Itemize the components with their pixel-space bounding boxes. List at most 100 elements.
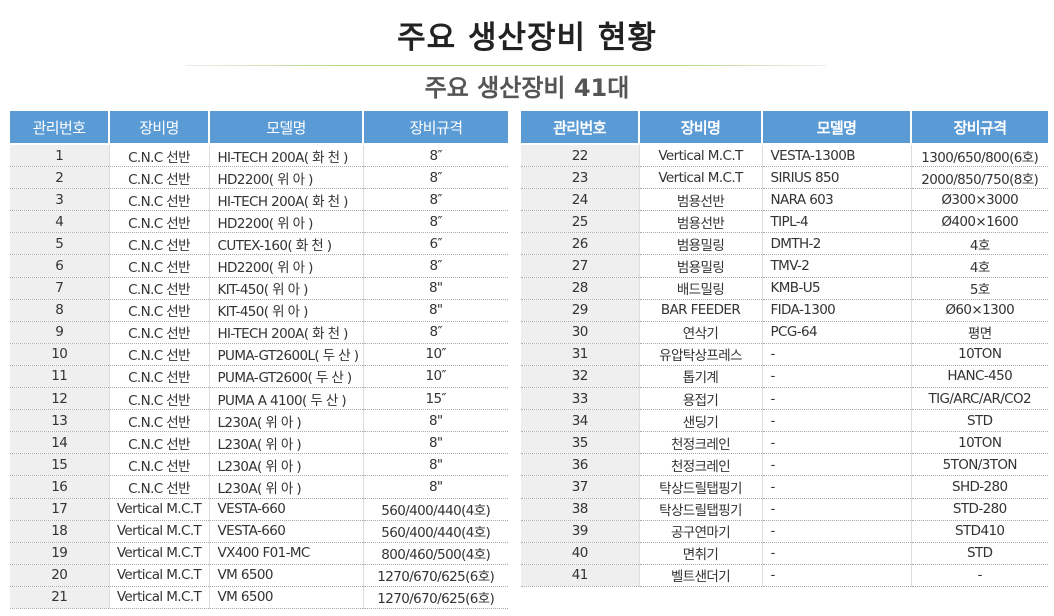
id-cell: 1 <box>10 145 109 168</box>
table-row: 10 C.N.C 선반 PUMA-GT2600L( 두 산 ) 10″ <box>10 343 508 366</box>
model-cell: HD2200( 위 아 ) <box>208 210 363 234</box>
id-cell: 36 <box>521 453 639 477</box>
equipment-table-left: 관리번호 장비명 모델명 장비규격 1 C.N.C 선반 HI-TECH 200A( 화 … <box>10 111 508 609</box>
equipment-name-cell: 벨트샌더기 <box>638 564 762 587</box>
model-cell: L230A( 위 아 ) <box>208 431 363 455</box>
equipment-name-cell: 공구연마기 <box>638 520 762 543</box>
model-cell: VESTA-660 <box>208 520 363 543</box>
spec-cell: 1300/650/800(6호) <box>910 145 1048 168</box>
model-cell: - <box>761 498 911 521</box>
spec-cell: 8" <box>362 431 508 455</box>
spec-cell: 15″ <box>362 387 508 411</box>
equipment-name-cell: 톱기계 <box>638 365 762 389</box>
model-cell: L230A( 위 아 ) <box>208 409 363 433</box>
spec-cell: 10TON <box>910 431 1048 455</box>
id-cell: 11 <box>10 365 109 389</box>
model-cell: - <box>761 343 911 366</box>
table-row: 34 샌딩기 - STD <box>521 409 1048 433</box>
id-cell: 19 <box>10 542 109 565</box>
id-cell: 23 <box>521 166 639 190</box>
equipment-name-cell: C.N.C 선반 <box>108 409 209 433</box>
equipment-name-cell: C.N.C 선반 <box>108 453 209 477</box>
spec-cell: 10″ <box>362 365 508 389</box>
id-cell: 34 <box>521 409 639 433</box>
table-row: 35 천정크레인 -10TON <box>521 431 1048 455</box>
equipment-name-cell: C.N.C 선반 <box>108 166 209 190</box>
table-row: 2 C.N.C 선반 HD2200( 위 아 ) 8″ <box>10 166 508 190</box>
spec-cell: 6″ <box>362 232 508 256</box>
equipment-name-cell: BAR FEEDER <box>638 299 762 322</box>
id-cell: 4 <box>10 210 109 234</box>
header-spec: 장비규격 <box>910 111 1048 143</box>
spec-cell: 4호 <box>910 232 1048 256</box>
equipment-name-cell: 탁상드릴탭핑기 <box>638 475 762 499</box>
table-row: 13 C.N.C 선반 L230A( 위 아 ) 8" <box>10 409 508 433</box>
model-cell: - <box>761 409 911 433</box>
id-cell: 26 <box>521 232 639 256</box>
equipment-name-cell: C.N.C 선반 <box>108 210 209 234</box>
spec-cell: 10″ <box>362 343 508 366</box>
equipment-table-right: 관리번호 장비명 모델명 장비규격 22 Vertical M.C.T VESTA-130… <box>521 111 1048 587</box>
model-cell: TIPL-4 <box>761 210 911 234</box>
equipment-name-cell: C.N.C 선반 <box>108 232 209 256</box>
equipment-name-cell: C.N.C 선반 <box>108 321 209 344</box>
model-cell: - <box>761 431 911 455</box>
id-cell: 12 <box>10 387 109 411</box>
model-cell: - <box>761 453 911 477</box>
model-cell: PUMA A 4100( 두 산 ) <box>208 387 363 411</box>
spec-cell: 1270/670/625(6호) <box>362 586 508 609</box>
header-equipment-name: 장비명 <box>638 111 762 143</box>
spec-cell: 4호 <box>910 254 1048 278</box>
model-cell: CUTEX-160( 화 천 ) <box>208 232 363 256</box>
header-id: 관리번호 <box>10 111 109 143</box>
spec-cell: 560/400/440(4호) <box>362 520 508 543</box>
header-equipment-name: 장비명 <box>108 111 209 143</box>
table-row: 20 Vertical M.C.T VM 6500 1270/670/625(6호) <box>10 564 508 587</box>
spec-cell: 8″ <box>362 188 508 212</box>
equipment-name-cell: C.N.C 선반 <box>108 188 209 212</box>
table-row: 31 유압탁상프레스 -10TON <box>521 343 1048 366</box>
equipment-name-cell: 범용밀링 <box>638 254 762 278</box>
model-cell: - <box>761 520 911 543</box>
table-row: 22 Vertical M.C.T VESTA-1300B 1300/650/800(… <box>521 145 1048 168</box>
model-cell: L230A( 위 아 ) <box>208 453 363 477</box>
model-cell: FIDA-1300 <box>761 299 911 322</box>
table-row: 29 BAR FEEDER FIDA-1300 Ø60×1300 <box>521 299 1048 322</box>
model-cell: - <box>761 564 911 587</box>
spec-cell: 8" <box>362 409 508 433</box>
table-row: 18 Vertical M.C.T VESTA-660 560/400/440(4호) <box>10 520 508 543</box>
model-cell: HI-TECH 200A( 화 천 ) <box>208 321 363 344</box>
table-row: 32 톱기계 - HANC-450 <box>521 365 1048 389</box>
table-row: 27 범용밀링 TMV-2 4호 <box>521 254 1048 278</box>
id-cell: 32 <box>521 365 639 389</box>
id-cell: 2 <box>10 166 109 190</box>
spec-cell: STD-280 <box>910 498 1048 521</box>
title-divider <box>186 65 826 66</box>
model-cell: DMTH-2 <box>761 232 911 256</box>
spec-cell: 5호 <box>910 277 1048 300</box>
table-row: 5 C.N.C 선반 CUTEX-160( 화 천 ) 6″ <box>10 232 508 256</box>
id-cell: 8 <box>10 299 109 322</box>
id-cell: 7 <box>10 277 109 300</box>
id-cell: 38 <box>521 498 639 521</box>
table-row: 28 배드밀링 KMB-U5 5호 <box>521 277 1048 300</box>
equipment-name-cell: 면취기 <box>638 542 762 565</box>
spec-cell: 8" <box>362 453 508 477</box>
table-row: 30 연삭기 PCG-64 평면 <box>521 321 1048 344</box>
model-cell: SIRIUS 850 <box>761 166 911 190</box>
id-cell: 30 <box>521 321 639 344</box>
model-cell: VM 6500 <box>208 564 363 587</box>
model-cell: TMV-2 <box>761 254 911 278</box>
equipment-name-cell: Vertical M.C.T <box>108 542 209 565</box>
equipment-name-cell: C.N.C 선반 <box>108 343 209 366</box>
spec-cell: 평면 <box>910 321 1048 344</box>
table-row: 33 용접기 - TIG/ARC/AR/CO2 <box>521 387 1048 411</box>
spec-cell: 5TON/3TON <box>910 453 1048 477</box>
id-cell: 27 <box>521 254 639 278</box>
table-row: 15 C.N.C 선반 L230A( 위 아 ) 8" <box>10 453 508 477</box>
spec-cell: 8″ <box>362 254 508 278</box>
table-row: 12 C.N.C 선반 PUMA A 4100( 두 산 ) 15″ <box>10 387 508 411</box>
id-cell: 41 <box>521 564 639 587</box>
spec-cell: Ø400×1600 <box>910 210 1048 234</box>
model-cell: HI-TECH 200A( 화 천 ) <box>208 188 363 212</box>
